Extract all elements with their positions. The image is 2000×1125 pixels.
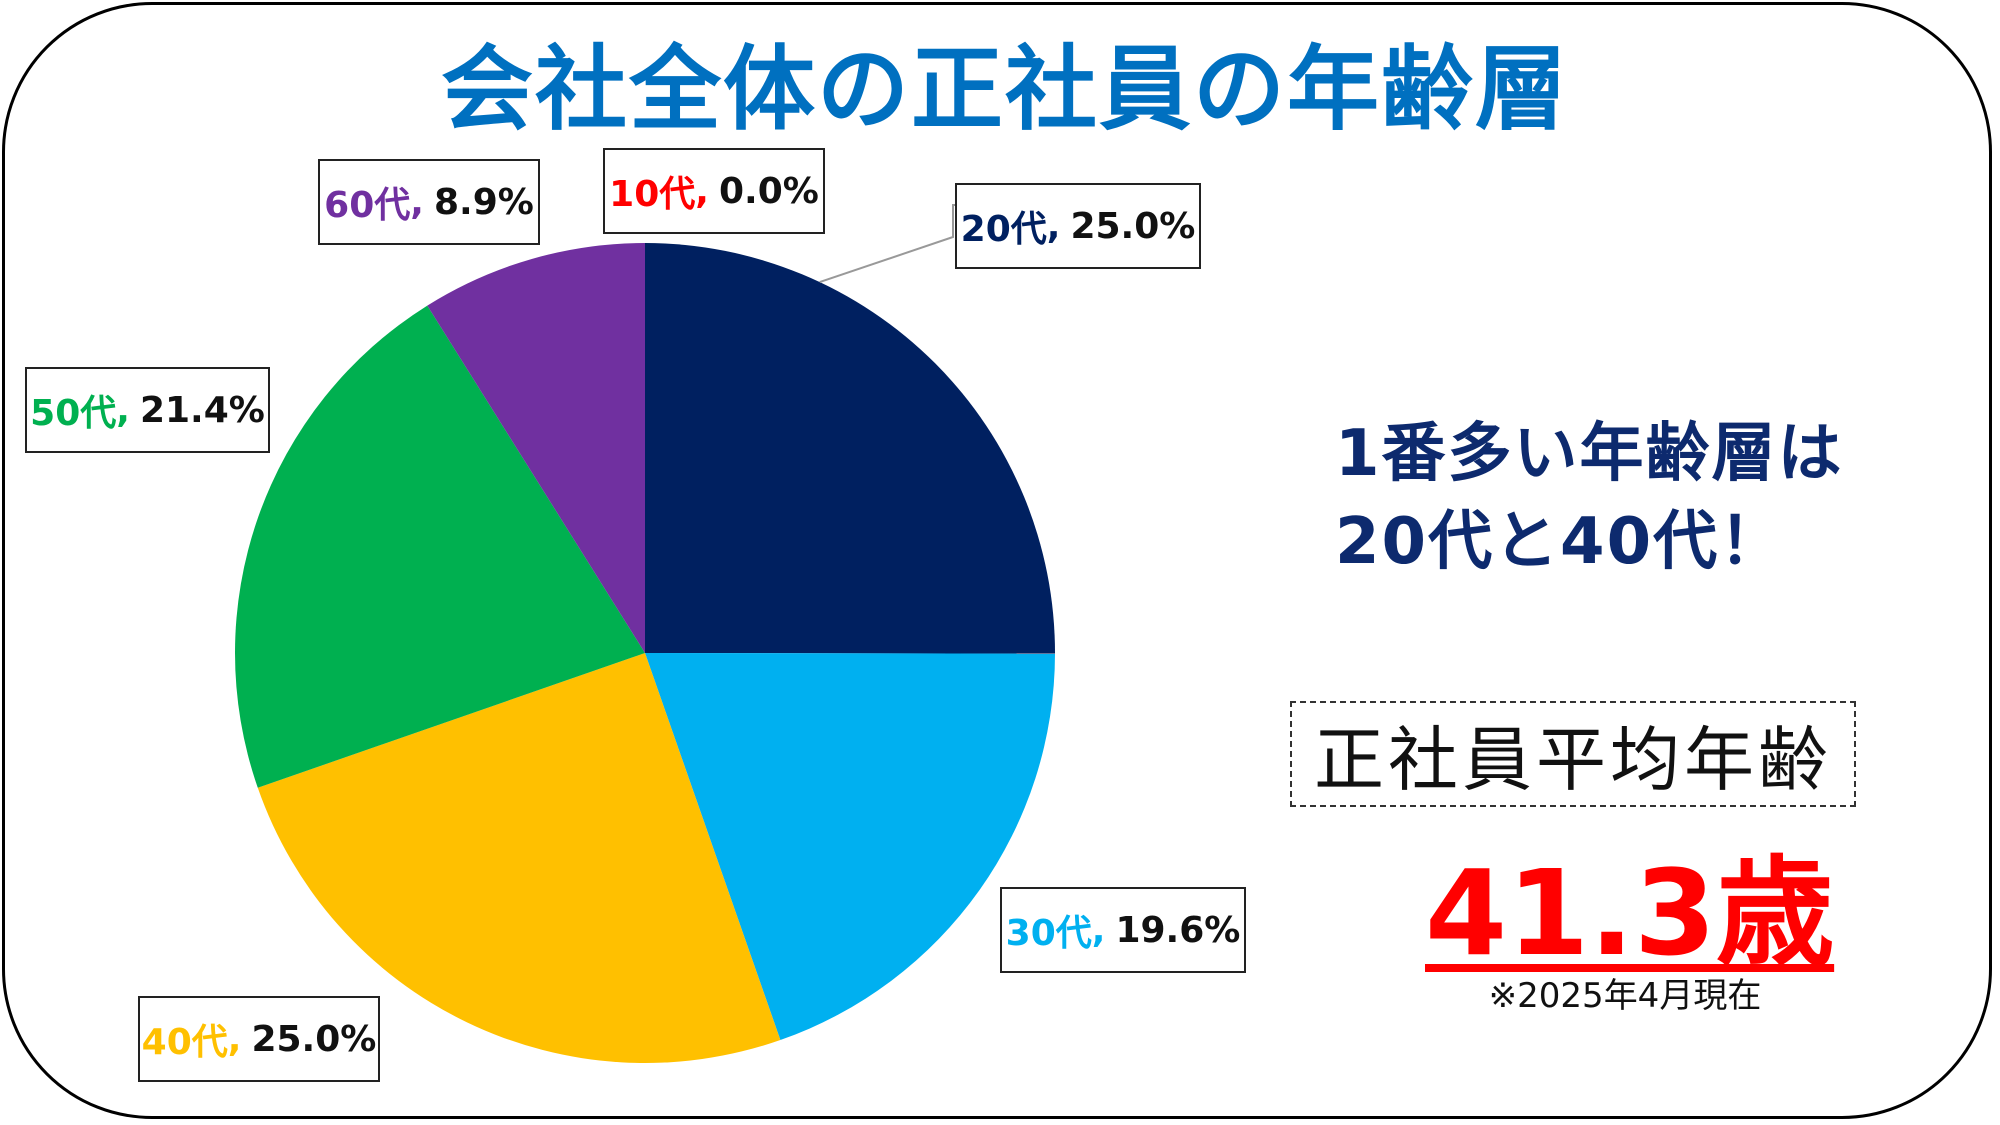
callout-line-1: 1番多い年齢層は — [1335, 417, 1844, 491]
data-label-value: 25.0% — [1070, 205, 1196, 247]
as-of-note: ※2025年4月現在 — [1488, 976, 1762, 1016]
pie-slice-40s — [257, 653, 781, 1064]
data-label-separator: , — [116, 389, 130, 431]
data-label-category: 40代 — [141, 1022, 228, 1063]
pie-slice-60s — [427, 243, 645, 653]
data-label-20s: 20代, 25.0% — [955, 183, 1201, 269]
data-label-category: 20代 — [960, 209, 1047, 250]
data-label-separator: , — [695, 170, 709, 212]
data-label-30s: 30代, 19.6% — [1000, 887, 1246, 973]
data-label-separator: , — [227, 1018, 242, 1060]
data-label-value: 19.6% — [1115, 909, 1241, 951]
data-label-60s: 60代, 8.9% — [318, 159, 540, 245]
average-age-label-box: 正社員平均年齢 — [1290, 701, 1856, 807]
data-label-separator: , — [1046, 205, 1061, 247]
pie-slice-30s — [645, 653, 1055, 1041]
data-label-separator: , — [1091, 909, 1106, 951]
data-label-category: 30代 — [1005, 913, 1092, 954]
pie-chart — [235, 204, 1056, 1064]
data-label-40s: 40代, 25.0% — [138, 996, 380, 1082]
data-label-10s: 10代, 0.0% — [603, 148, 825, 234]
pie-slice-20s — [645, 243, 1056, 654]
pie-slice-50s — [235, 305, 645, 788]
leader-line-20s — [819, 204, 955, 284]
data-label-value: 8.9% — [433, 181, 534, 223]
average-age-value: 41.3歳 — [1425, 844, 1835, 982]
callout-text: 1番多い年齢層は 20代と40代！ — [1335, 410, 1844, 586]
data-label-value: 25.0% — [251, 1018, 377, 1060]
data-label-separator: , — [410, 181, 424, 223]
data-label-category: 50代 — [30, 393, 117, 434]
data-label-category: 60代 — [324, 185, 411, 226]
data-label-value: 21.4% — [139, 389, 265, 431]
data-label-value: 0.0% — [718, 170, 819, 212]
page-title: 会社全体の正社員の年齢層 — [440, 36, 1569, 143]
callout-line-2: 20代と40代！ — [1335, 505, 1786, 579]
data-label-category: 10代 — [609, 174, 696, 215]
average-age-label: 正社員平均年齢 — [1314, 718, 1832, 801]
data-label-50s: 50代, 21.4% — [25, 367, 270, 453]
